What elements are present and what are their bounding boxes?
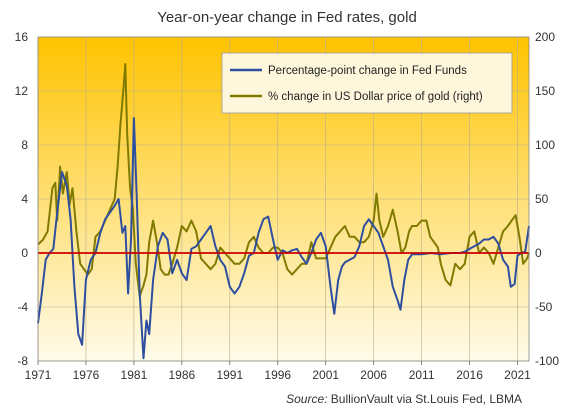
right-axis-tick-label: -50 xyxy=(535,300,553,314)
plot-frame xyxy=(37,36,530,362)
x-axis-tick-label: 1996 xyxy=(264,368,291,382)
left-axis-tick-label: 12 xyxy=(15,84,29,98)
series-layer xyxy=(37,63,530,360)
x-axis-tick-label: 1976 xyxy=(73,368,100,382)
series-line-gold xyxy=(37,63,530,298)
left-axis-tick-label: -8 xyxy=(17,354,28,368)
x-axis-tick-label: 2001 xyxy=(312,368,339,382)
legend-label-gold: % change in US Dollar price of gold (rig… xyxy=(268,91,483,103)
axis-layer: -8 -4 0 4 8 12 16 -100 -50 0 50 100 150 200 1971 1976 19… xyxy=(15,30,560,382)
x-axis-tick-label: 2021 xyxy=(504,368,531,382)
right-axis-tick-label: 100 xyxy=(535,138,555,152)
left-axis-tick-label: 0 xyxy=(21,246,28,260)
grid-layer xyxy=(37,36,529,362)
source-text: BullionVault via St.Louis Fed, LBMA xyxy=(327,392,522,406)
right-axis-tick-label: 150 xyxy=(535,84,555,98)
x-axis-tick-label: 2016 xyxy=(456,368,483,382)
source-note: Source: BullionVault via St.Louis Fed, L… xyxy=(286,392,522,406)
x-axis-tick-label: 1971 xyxy=(25,368,52,382)
source-label: Source: xyxy=(286,392,327,406)
left-axis-tick-label: 4 xyxy=(21,192,28,206)
right-axis-tick-label: 0 xyxy=(535,246,542,260)
right-axis-tick-label: 50 xyxy=(535,192,549,206)
x-axis-tick-label: 1981 xyxy=(121,368,148,382)
left-axis-tick-label: 8 xyxy=(21,138,28,152)
left-axis-tick-label: 16 xyxy=(15,30,29,44)
right-axis-tick-label: 200 xyxy=(535,30,555,44)
legend-label-fed-funds: Percentage-point change in Fed Funds xyxy=(268,65,467,77)
x-axis-tick-label: 1991 xyxy=(216,368,243,382)
right-axis-tick-label: -100 xyxy=(535,354,559,368)
x-axis-tick-label: 2006 xyxy=(360,368,387,382)
legend-box xyxy=(221,52,513,114)
series-line-fed-funds xyxy=(37,117,530,360)
x-axis-tick-label: 1986 xyxy=(168,368,195,382)
left-axis-tick-label: -4 xyxy=(17,300,28,314)
x-axis-tick-label: 2011 xyxy=(409,368,435,382)
legend: Percentage-point change in Fed Funds % c… xyxy=(221,52,513,114)
chart-title: Year-on-year change in Fed rates, gold xyxy=(157,9,417,26)
